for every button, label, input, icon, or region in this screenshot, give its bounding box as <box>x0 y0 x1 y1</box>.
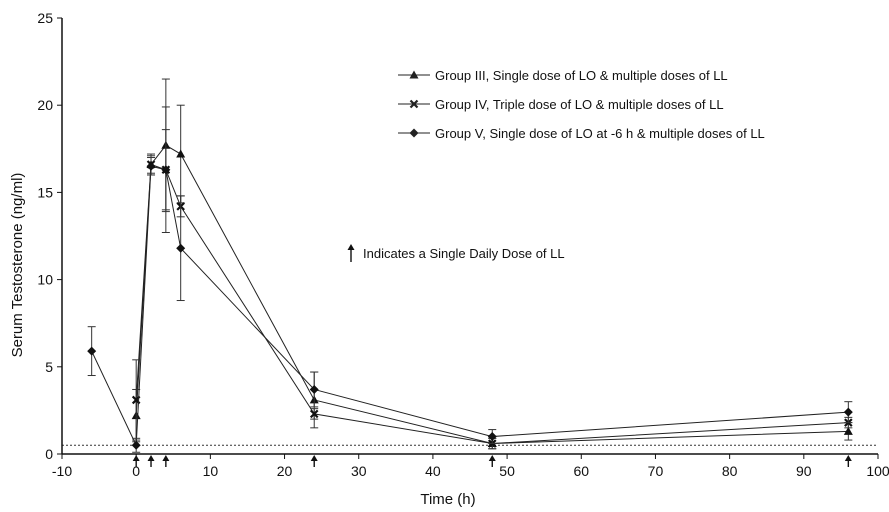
legend-item-group-iii: Group III, Single dose of LO & multiple … <box>398 68 728 83</box>
legend-item-group-iv: Group IV, Triple dose of LO & multiple d… <box>398 97 724 112</box>
data-point-diamond <box>87 346 97 356</box>
x-tick-label: 40 <box>425 463 441 479</box>
x-tick-label: 60 <box>573 463 589 479</box>
y-tick-label: 20 <box>37 97 53 113</box>
dose-arrow-icon <box>844 455 852 467</box>
x-tick-label: 80 <box>722 463 738 479</box>
data-point-triangle <box>176 149 186 158</box>
series-line <box>135 163 849 445</box>
legend-label-group-v: Group V, Single dose of LO at -6 h & mul… <box>435 126 765 141</box>
dose-arrow-icon <box>310 455 318 467</box>
x-tick-label: 100 <box>866 463 889 479</box>
legend-item-group-v: Group V, Single dose of LO at -6 h & mul… <box>398 126 765 141</box>
x-tick-label: 70 <box>648 463 664 479</box>
dose-arrow-icon <box>488 455 496 467</box>
y-tick-label: 15 <box>37 184 53 200</box>
x-axis-title: Time (h) <box>420 491 475 508</box>
data-point-diamond <box>131 440 141 450</box>
data-point-diamond <box>161 165 171 175</box>
data-point-diamond <box>176 243 186 253</box>
series-4 <box>131 129 853 450</box>
data-point-triangle <box>843 426 853 435</box>
dose-arrow-head <box>147 455 155 461</box>
x-tick-label: 30 <box>351 463 367 479</box>
x-tick-label: 20 <box>277 463 293 479</box>
dose-note-arrow-icon <box>347 244 355 262</box>
x-tick-label: 90 <box>796 463 812 479</box>
legend-label-group-iii: Group III, Single dose of LO & multiple … <box>435 68 728 83</box>
dose-arrow-head <box>162 455 170 461</box>
dose-note-text: Indicates a Single Daily Dose of LL <box>363 246 565 261</box>
x-tick-label: 50 <box>499 463 515 479</box>
series-line <box>135 144 849 445</box>
series-5 <box>87 106 853 453</box>
y-tick-label: 25 <box>37 10 53 26</box>
y-axis-title: Serum Testosterone (ng/ml) <box>9 173 26 358</box>
series-line <box>91 165 849 446</box>
dose-arrow-icon <box>132 455 140 467</box>
x-tick-label: -10 <box>52 463 72 479</box>
dose-arrow-head <box>844 455 852 461</box>
x-tick-label: 0 <box>132 463 140 479</box>
dose-arrow-icon <box>162 455 170 467</box>
legend-diamond-marker <box>409 128 419 138</box>
y-tick-label: 0 <box>45 446 53 462</box>
y-tick-label: 5 <box>45 359 53 375</box>
data-point-diamond <box>309 384 319 394</box>
dose-arrow-icon <box>147 455 155 467</box>
legend: Group III, Single dose of LO & multiple … <box>398 68 765 141</box>
legend-x-marker <box>409 99 419 109</box>
dose-arrow-head <box>132 455 140 461</box>
legend-triangle-marker <box>409 70 419 79</box>
series-layer <box>87 78 853 453</box>
data-point-x <box>309 409 319 419</box>
legend-label-group-iv: Group IV, Triple dose of LO & multiple d… <box>435 97 724 112</box>
data-point-diamond <box>487 432 497 442</box>
x-tick-label: 10 <box>203 463 219 479</box>
data-point-diamond <box>843 407 853 417</box>
dose-arrow-head <box>310 455 318 461</box>
data-point-diamond <box>146 161 156 171</box>
y-tick-label: 10 <box>37 272 53 288</box>
dose-arrow-head <box>488 455 496 461</box>
dose-note: Indicates a Single Daily Dose of LL <box>347 244 565 262</box>
